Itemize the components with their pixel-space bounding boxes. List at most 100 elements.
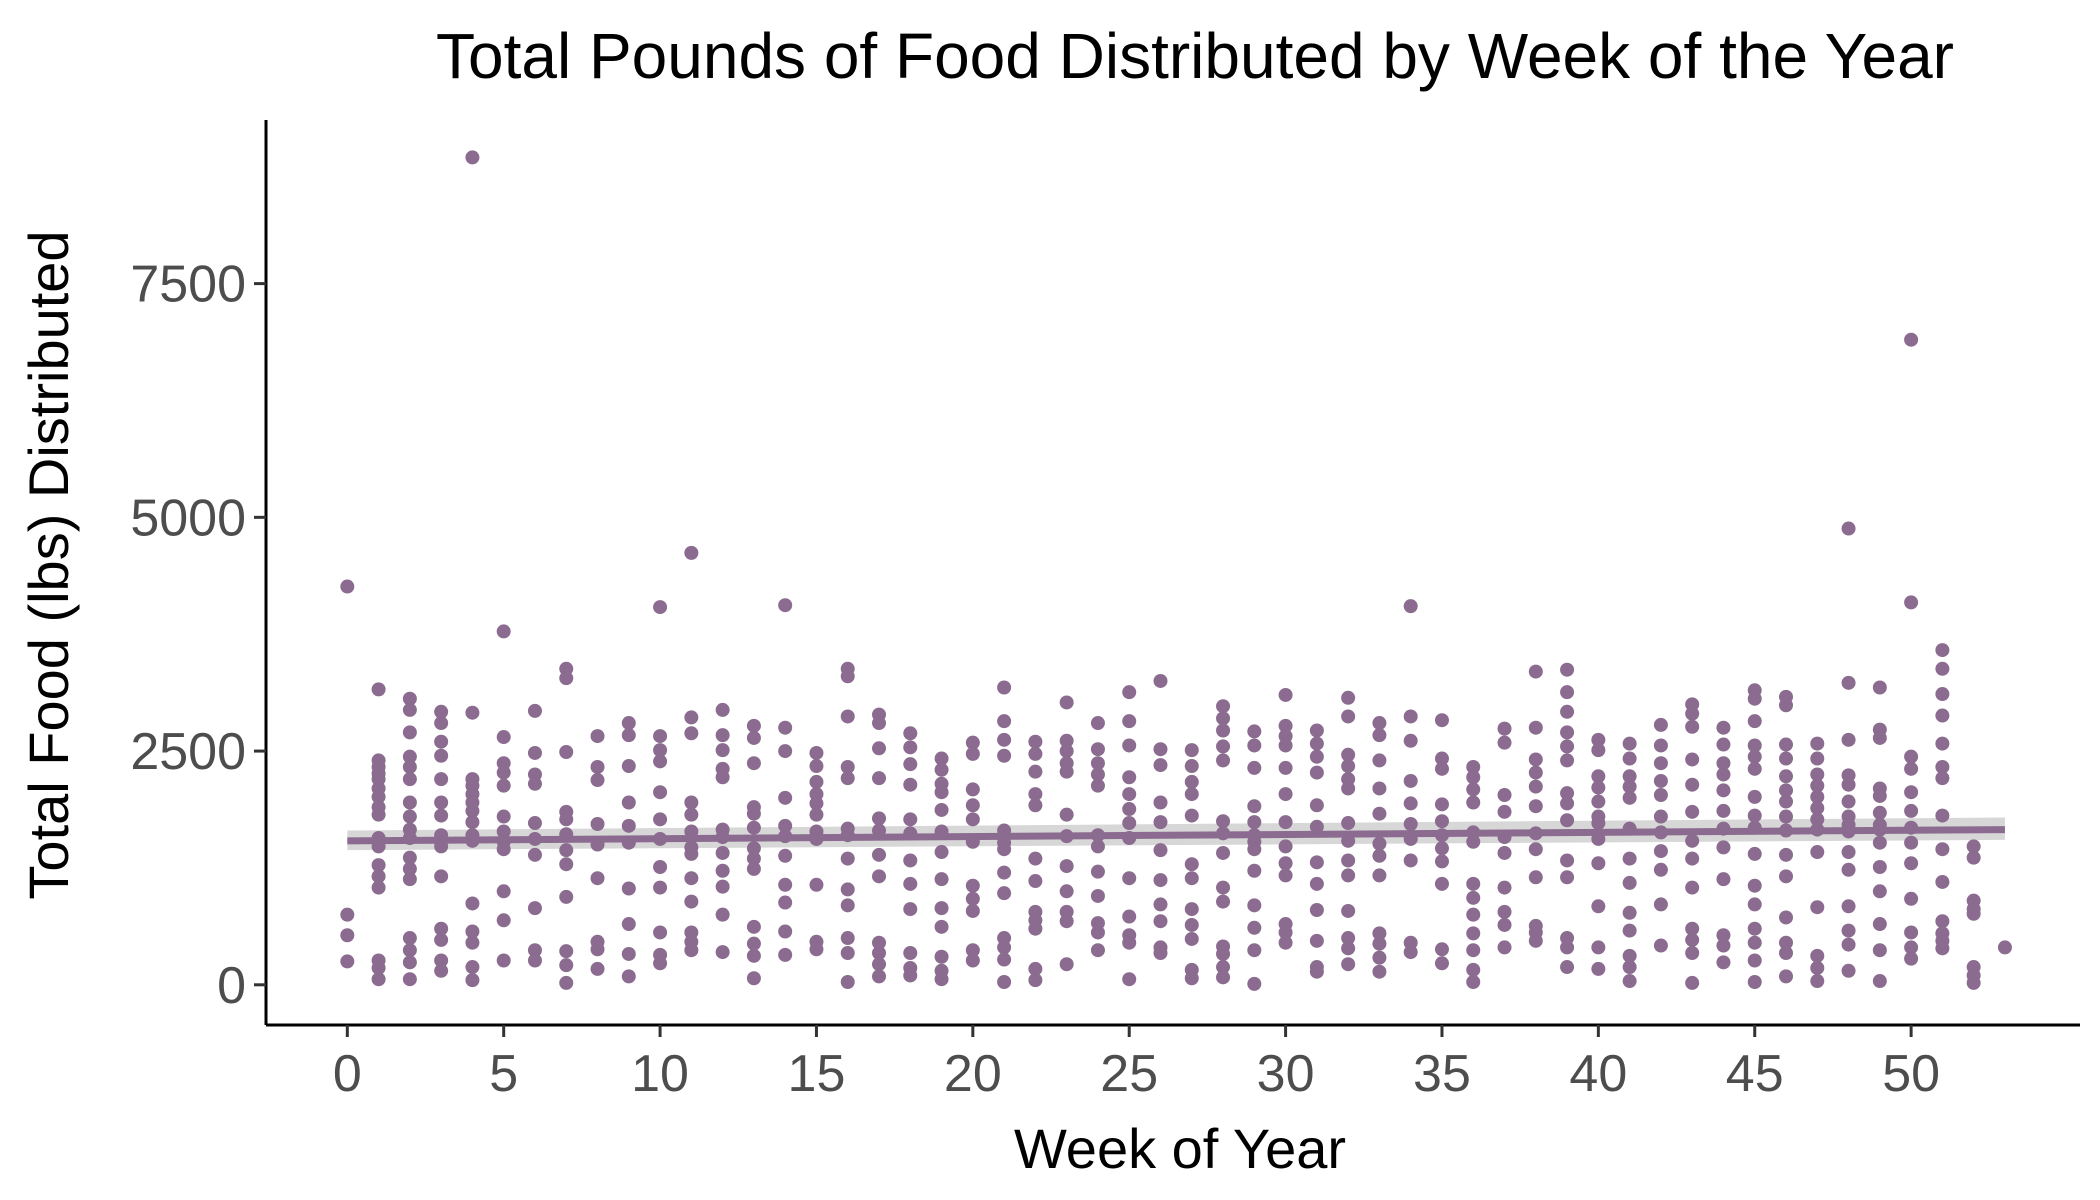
data-point (621, 795, 636, 810)
data-point (1309, 723, 1324, 738)
data-point (809, 942, 824, 957)
data-point (1247, 920, 1262, 935)
data-point (653, 812, 668, 827)
data-point (840, 709, 855, 724)
data-point (527, 745, 542, 760)
x-tick-label: 45 (1726, 1045, 1784, 1103)
data-point (1904, 925, 1919, 940)
data-point (903, 740, 918, 755)
data-point (1059, 764, 1074, 779)
data-point (934, 872, 949, 887)
data-point (1528, 752, 1543, 767)
data-point (1216, 723, 1231, 738)
data-point (1341, 957, 1356, 972)
x-tick-label: 50 (1882, 1045, 1940, 1103)
data-point (715, 728, 730, 743)
data-point (1341, 816, 1356, 831)
data-point (1403, 816, 1418, 831)
data-point (402, 725, 417, 740)
data-point (1747, 846, 1762, 861)
x-tick-label: 15 (788, 1045, 846, 1103)
data-point (934, 949, 949, 964)
data-point (965, 878, 980, 893)
data-point (1872, 680, 1887, 695)
data-point (965, 891, 980, 906)
data-point (402, 702, 417, 717)
data-point (653, 956, 668, 971)
data-point (1591, 769, 1606, 784)
data-point (1341, 709, 1356, 724)
data-point (1497, 845, 1512, 860)
data-point (1372, 781, 1387, 796)
data-point (1747, 714, 1762, 729)
data-point (1560, 753, 1575, 768)
data-point (1466, 795, 1481, 810)
data-point (1309, 855, 1324, 870)
data-point (903, 757, 918, 772)
data-point (496, 953, 511, 968)
data-point (997, 865, 1012, 880)
data-point (1372, 806, 1387, 821)
data-point (1904, 835, 1919, 850)
data-point (1153, 946, 1168, 961)
data-point (1122, 871, 1137, 886)
data-point (1028, 798, 1043, 813)
data-point (1403, 733, 1418, 748)
data-point (1278, 839, 1293, 854)
data-point (1685, 851, 1700, 866)
data-point (1184, 931, 1199, 946)
data-point (715, 863, 730, 878)
data-point (496, 809, 511, 824)
data-point (1841, 794, 1856, 809)
data-point (903, 968, 918, 983)
data-point (1090, 839, 1105, 854)
data-point (1747, 761, 1762, 776)
data-point (1841, 732, 1856, 747)
data-point (1935, 759, 1950, 774)
data-point (434, 748, 449, 763)
data-point (934, 919, 949, 934)
data-point (1904, 785, 1919, 800)
data-point (1904, 749, 1919, 764)
data-point (1810, 801, 1825, 816)
data-point (1341, 903, 1356, 918)
data-point (1560, 786, 1575, 801)
data-point (621, 917, 636, 932)
data-point (465, 803, 480, 818)
data-point (340, 907, 355, 922)
data-point (1935, 874, 1950, 889)
data-point (1528, 842, 1543, 857)
data-point (1216, 739, 1231, 754)
data-point (1090, 742, 1105, 757)
data-point (496, 884, 511, 899)
data-point (1560, 870, 1575, 885)
data-point (1341, 747, 1356, 762)
data-point (402, 850, 417, 865)
data-point (1153, 795, 1168, 810)
data-point (1560, 940, 1575, 955)
data-point (1904, 940, 1919, 955)
data-point (402, 872, 417, 887)
data-point (965, 782, 980, 797)
data-point (1779, 809, 1794, 824)
data-point (1560, 685, 1575, 700)
data-point (1059, 914, 1074, 929)
data-point (621, 728, 636, 743)
data-point (1216, 845, 1231, 860)
data-point (1872, 884, 1887, 899)
data-point (997, 952, 1012, 967)
data-point (1466, 907, 1481, 922)
data-point (1528, 870, 1543, 885)
data-point (746, 971, 761, 986)
data-point (965, 943, 980, 958)
data-point (1028, 851, 1043, 866)
data-point (1153, 897, 1168, 912)
data-point (1497, 904, 1512, 919)
data-point (715, 907, 730, 922)
data-point (559, 745, 574, 760)
data-point (1309, 964, 1324, 979)
data-point (1935, 687, 1950, 702)
data-point (809, 796, 824, 811)
data-point (840, 882, 855, 897)
data-point (621, 881, 636, 896)
